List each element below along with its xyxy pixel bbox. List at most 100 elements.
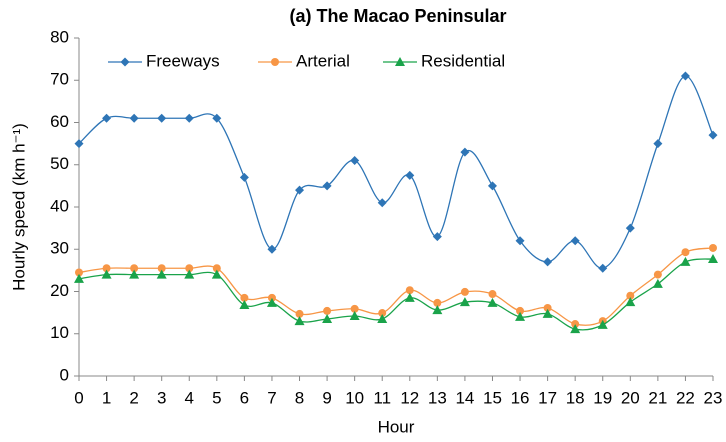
marker — [570, 324, 581, 334]
x-tick-label: 15 — [483, 388, 502, 407]
marker — [708, 130, 718, 140]
marker — [680, 256, 691, 266]
x-axis-label: Hour — [378, 417, 415, 436]
marker — [323, 306, 332, 315]
marker — [267, 244, 277, 254]
x-tick-label: 11 — [373, 388, 391, 407]
marker — [322, 313, 333, 323]
x-tick-label: 6 — [240, 388, 249, 407]
marker — [652, 278, 663, 288]
marker — [185, 264, 194, 273]
marker — [349, 311, 360, 321]
marker — [405, 286, 414, 295]
marker — [516, 306, 525, 315]
y-tick-label: 20 — [50, 281, 69, 300]
marker — [405, 170, 415, 180]
y-tick-label: 60 — [50, 112, 69, 131]
marker — [543, 303, 552, 312]
marker — [129, 113, 139, 123]
x-tick-label: 21 — [648, 388, 667, 407]
marker — [542, 308, 553, 318]
marker — [295, 309, 304, 318]
marker — [378, 309, 387, 318]
marker — [239, 300, 250, 310]
marker — [239, 172, 249, 182]
x-tick-label: 23 — [704, 388, 723, 407]
marker — [432, 232, 442, 242]
marker — [708, 253, 718, 263]
legend-label: Arterial — [296, 51, 350, 70]
marker — [459, 297, 470, 307]
marker — [460, 287, 469, 296]
marker — [625, 297, 636, 307]
x-tick-label: 9 — [322, 388, 331, 407]
marker — [295, 185, 305, 195]
marker — [377, 198, 387, 208]
marker — [156, 269, 167, 279]
marker — [404, 292, 415, 302]
marker — [680, 71, 690, 81]
y-tick-label: 10 — [50, 323, 69, 342]
y-tick-label: 80 — [50, 27, 69, 46]
marker — [211, 269, 222, 279]
marker — [487, 181, 497, 191]
marker — [130, 264, 139, 273]
marker — [432, 305, 443, 315]
marker — [570, 236, 580, 246]
x-tick-label: 19 — [593, 388, 612, 407]
marker — [294, 316, 305, 326]
x-tick-label: 8 — [295, 388, 304, 407]
marker — [74, 273, 84, 283]
x-tick-label: 2 — [129, 388, 138, 407]
marker — [515, 311, 526, 321]
x-tick-label: 18 — [566, 388, 585, 407]
x-tick-label: 17 — [538, 388, 557, 407]
marker — [681, 248, 690, 257]
marker — [543, 257, 553, 267]
x-tick-label: 22 — [676, 388, 695, 407]
marker — [377, 313, 388, 323]
marker — [433, 298, 442, 307]
marker — [101, 269, 112, 279]
x-tick-label: 1 — [102, 388, 111, 407]
y-tick-label: 40 — [50, 196, 69, 215]
series-line — [78, 258, 714, 331]
x-tick-label: 7 — [267, 388, 276, 407]
marker — [184, 269, 195, 279]
x-tick-label: 0 — [74, 388, 83, 407]
marker — [129, 269, 140, 279]
y-tick-label: 50 — [50, 154, 69, 173]
y-tick-label: 0 — [60, 365, 69, 384]
marker — [460, 147, 470, 157]
chart-title: (a) The Macao Peninsular — [289, 6, 506, 26]
x-tick-label: 10 — [345, 388, 364, 407]
marker — [488, 290, 497, 299]
marker — [350, 156, 360, 166]
marker — [653, 139, 663, 149]
legend-marker — [120, 57, 130, 67]
x-tick-label: 13 — [428, 388, 447, 407]
legend-label: Freeways — [146, 51, 220, 70]
legend-marker — [395, 57, 405, 66]
marker — [212, 113, 222, 123]
marker — [184, 113, 194, 123]
y-axis-label: Hourly speed (km h⁻¹) — [9, 123, 28, 291]
marker — [74, 139, 84, 149]
marker — [212, 264, 221, 273]
marker — [598, 263, 608, 273]
marker — [102, 264, 111, 273]
x-tick-label: 14 — [455, 388, 474, 407]
marker — [487, 297, 498, 307]
marker — [597, 319, 608, 329]
marker — [322, 181, 332, 191]
marker — [240, 293, 249, 302]
marker — [157, 264, 166, 273]
marker — [626, 291, 635, 300]
marker — [515, 236, 525, 246]
x-tick-label: 5 — [212, 388, 221, 407]
x-tick-label: 4 — [185, 388, 194, 407]
marker — [75, 268, 83, 277]
x-tick-label: 12 — [400, 388, 419, 407]
x-tick-label: 20 — [621, 388, 640, 407]
